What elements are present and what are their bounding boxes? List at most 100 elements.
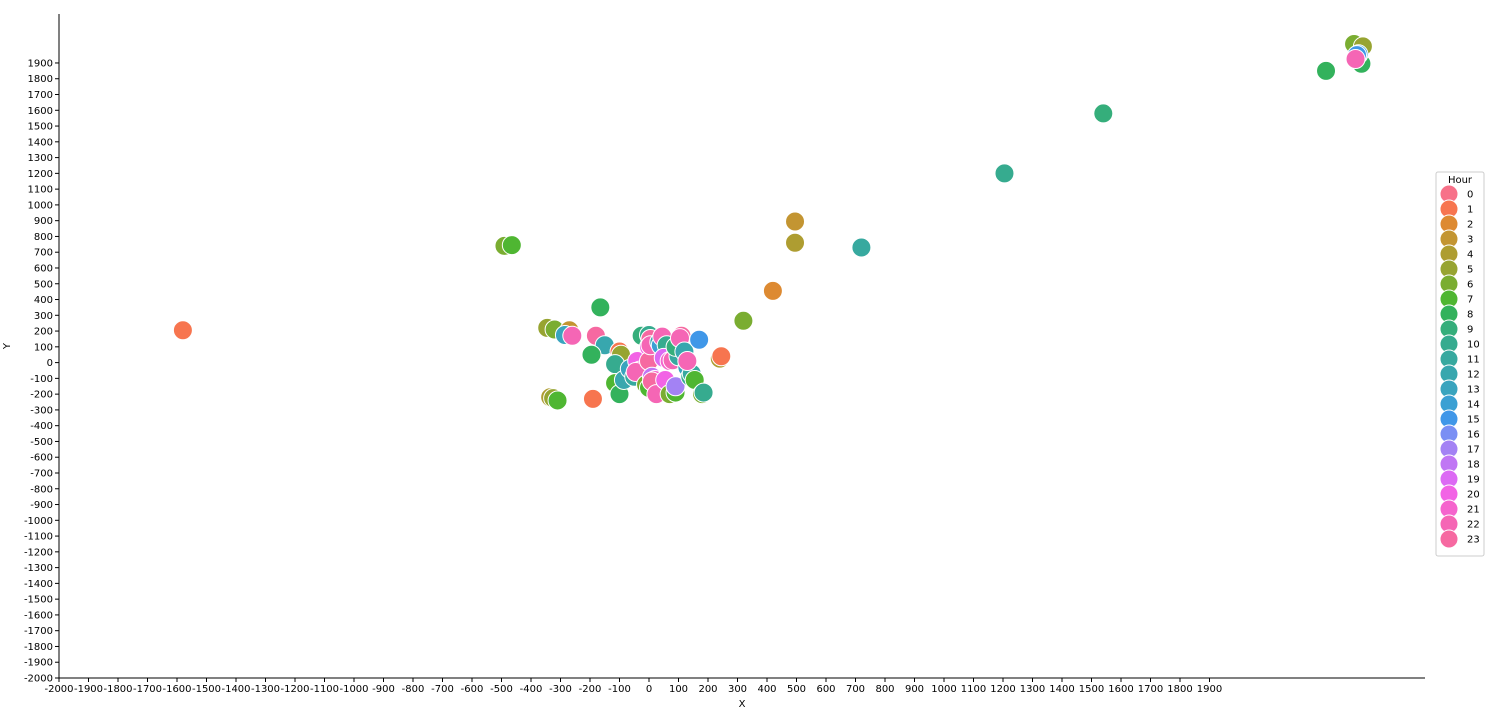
data-point bbox=[733, 310, 754, 331]
data-point bbox=[762, 280, 783, 301]
x-tick-label: 1100 bbox=[961, 684, 986, 695]
y-tick-label: -1900 bbox=[24, 658, 53, 669]
legend-label: 21 bbox=[1467, 505, 1480, 516]
y-tick-label: -500 bbox=[30, 437, 53, 448]
y-tick-label: -1400 bbox=[24, 579, 53, 590]
y-tick-label: 600 bbox=[34, 263, 53, 274]
y-tick-label: -700 bbox=[30, 468, 53, 479]
y-tick-label: 1300 bbox=[28, 153, 53, 164]
legend-label: 3 bbox=[1467, 235, 1473, 246]
x-tick-label: 400 bbox=[757, 684, 776, 695]
data-point bbox=[1345, 49, 1366, 70]
legend: Hour 01234567891011121314151617181920212… bbox=[1435, 171, 1485, 557]
data-point bbox=[582, 388, 603, 409]
legend-label: 13 bbox=[1467, 385, 1480, 396]
y-tick-label: 1600 bbox=[28, 106, 53, 117]
data-point bbox=[172, 320, 193, 341]
x-tick-label: 1900 bbox=[1197, 684, 1222, 695]
y-tick-label: -200 bbox=[30, 390, 53, 401]
legend-label: 7 bbox=[1467, 295, 1473, 306]
legend-label: 8 bbox=[1467, 310, 1473, 321]
y-tick-label: -1800 bbox=[24, 642, 53, 653]
x-tick-label: 500 bbox=[787, 684, 806, 695]
x-tick-label: -600 bbox=[461, 684, 484, 695]
data-point bbox=[689, 329, 710, 350]
x-tick-label: -100 bbox=[608, 684, 631, 695]
x-tick-label: -1400 bbox=[221, 684, 250, 695]
data-point bbox=[711, 346, 732, 367]
x-tick-label: 900 bbox=[905, 684, 924, 695]
x-tick-label: -2000 bbox=[44, 684, 73, 695]
data-point bbox=[994, 163, 1015, 184]
data-point bbox=[590, 297, 611, 318]
y-axis-label: Y bbox=[2, 342, 13, 350]
y-tick-label: 800 bbox=[34, 232, 53, 243]
y-tick-label: 1500 bbox=[28, 122, 53, 133]
y-tick-label: 100 bbox=[34, 342, 53, 353]
data-point bbox=[562, 325, 583, 346]
x-tick-label: -300 bbox=[549, 684, 572, 695]
x-tick-label: -1600 bbox=[162, 684, 191, 695]
legend-marker bbox=[1439, 529, 1459, 549]
y-tick-label: 700 bbox=[34, 248, 53, 259]
x-tick-label: 1400 bbox=[1049, 684, 1074, 695]
y-tick-label: 1000 bbox=[28, 200, 53, 211]
y-tick-label: 1900 bbox=[28, 58, 53, 69]
x-tick-label: 200 bbox=[698, 684, 717, 695]
x-tick-label: -900 bbox=[372, 684, 395, 695]
y-tick-label: -400 bbox=[30, 421, 53, 432]
x-tick-label: -1200 bbox=[280, 684, 309, 695]
legend-title: Hour bbox=[1448, 175, 1473, 186]
axes: -2000 -1900 -1800 -1700 -1600 -1500 -1400 -1300… bbox=[24, 14, 1425, 695]
y-tick-label: 900 bbox=[34, 216, 53, 227]
x-tick-label: 1200 bbox=[990, 684, 1015, 695]
legend-label: 12 bbox=[1467, 370, 1480, 381]
legend-label: 2 bbox=[1467, 220, 1473, 231]
legend-label: 9 bbox=[1467, 325, 1473, 336]
x-axis-label: X bbox=[739, 699, 746, 710]
y-tick-label: -1600 bbox=[24, 610, 53, 621]
x-tick-label: 1500 bbox=[1079, 684, 1104, 695]
y-tick-label: -1200 bbox=[24, 547, 53, 558]
x-tick-label: 600 bbox=[816, 684, 835, 695]
legend-label: 19 bbox=[1467, 475, 1480, 486]
legend-label: 11 bbox=[1467, 355, 1480, 366]
y-tick-label: -1300 bbox=[24, 563, 53, 574]
legend-label: 17 bbox=[1467, 445, 1480, 456]
y-tick-label: 200 bbox=[34, 327, 53, 338]
y-tick-label: -1100 bbox=[24, 532, 53, 543]
legend-label: 15 bbox=[1467, 415, 1480, 426]
legend-label: 22 bbox=[1467, 520, 1480, 531]
y-tick-label: -100 bbox=[30, 374, 53, 385]
y-tick-label: -1700 bbox=[24, 626, 53, 637]
legend-label: 14 bbox=[1467, 400, 1480, 411]
legend-label: 1 bbox=[1467, 205, 1473, 216]
y-tick-label: -300 bbox=[30, 405, 53, 416]
x-tick-label: 300 bbox=[728, 684, 747, 695]
data-point bbox=[1316, 60, 1337, 81]
y-tick-label: 1400 bbox=[28, 137, 53, 148]
data-point bbox=[665, 376, 686, 397]
y-tick-label: 1100 bbox=[28, 185, 53, 196]
y-tick-label: 400 bbox=[34, 295, 53, 306]
data-points bbox=[172, 34, 1373, 411]
legend-label: 20 bbox=[1467, 490, 1480, 501]
x-tick-label: -1300 bbox=[251, 684, 280, 695]
x-tick-label: 1700 bbox=[1138, 684, 1163, 695]
data-point bbox=[693, 382, 714, 403]
x-tick-label: -1000 bbox=[339, 684, 368, 695]
y-tick-label: 300 bbox=[34, 311, 53, 322]
x-tick-label: 1300 bbox=[1020, 684, 1045, 695]
y-tick-label: -800 bbox=[30, 484, 53, 495]
legend-label: 6 bbox=[1467, 280, 1473, 291]
legend-label: 4 bbox=[1467, 250, 1473, 261]
y-tick-label: -900 bbox=[30, 500, 53, 511]
x-tick-label: 100 bbox=[669, 684, 688, 695]
data-point bbox=[785, 211, 806, 232]
x-tick-label: 0 bbox=[646, 684, 652, 695]
data-point bbox=[677, 351, 698, 372]
x-tick-label: 1800 bbox=[1167, 684, 1192, 695]
y-tick-label: -1000 bbox=[24, 516, 53, 527]
